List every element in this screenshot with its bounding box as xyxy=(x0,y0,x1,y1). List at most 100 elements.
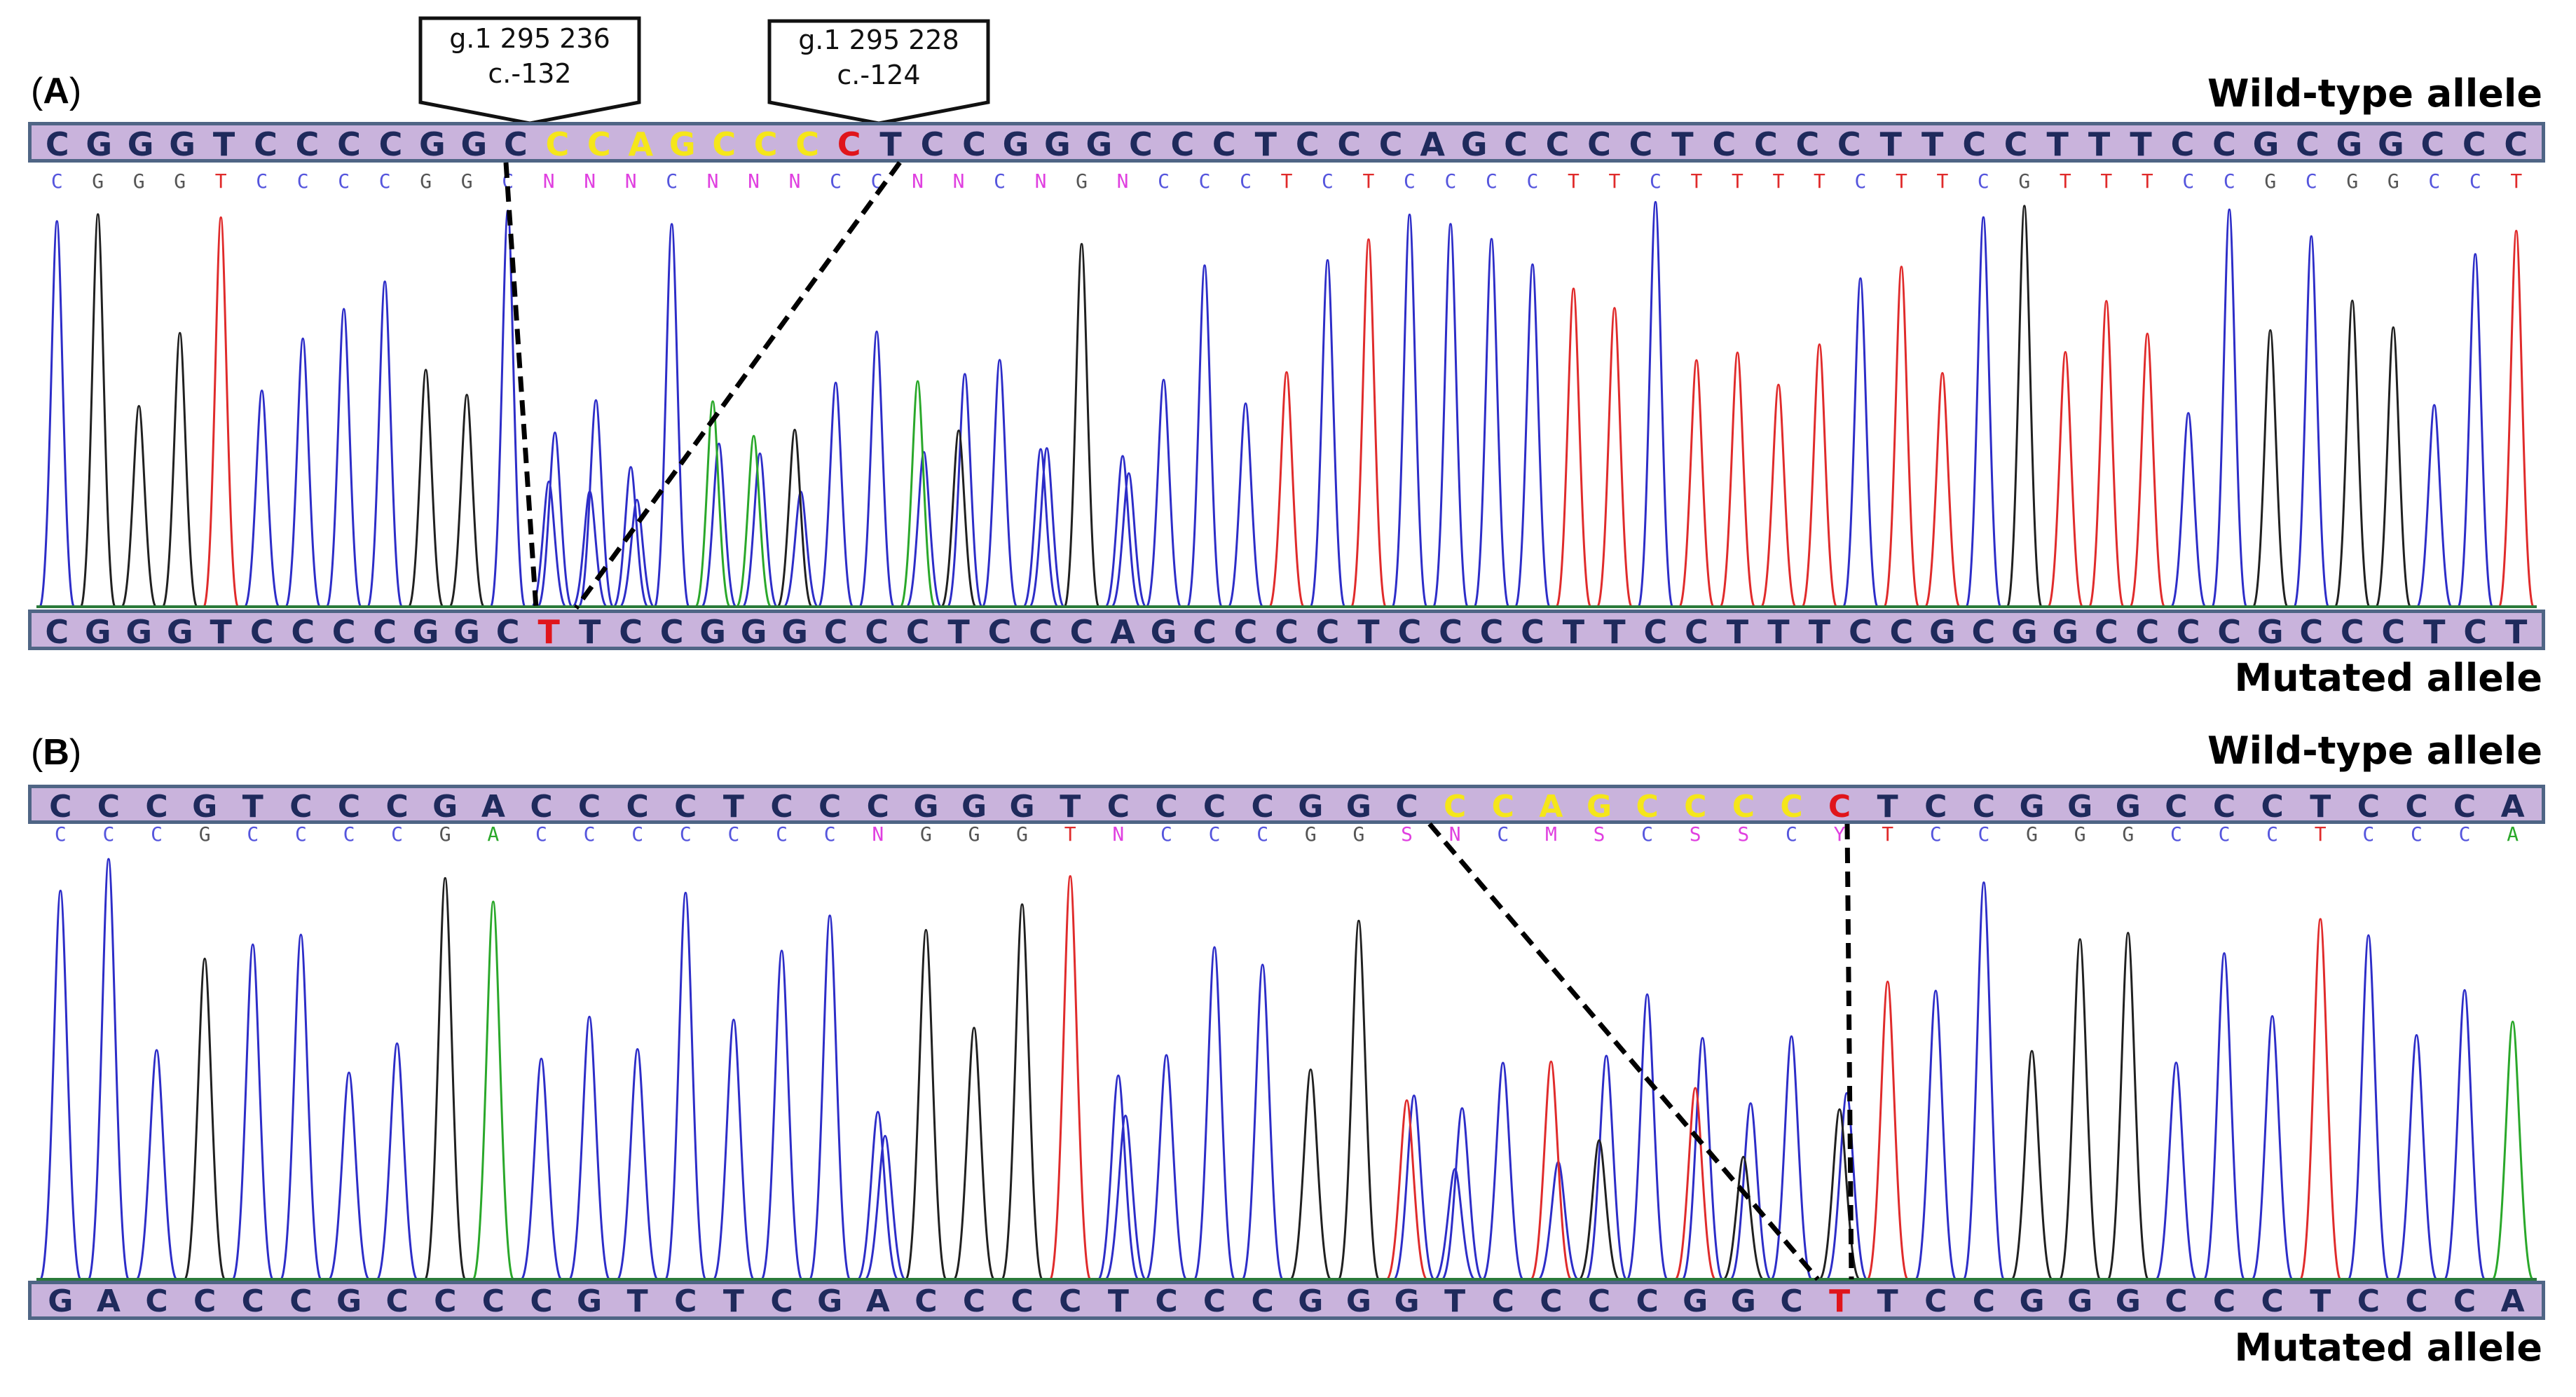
panel-a-mutated-base: T xyxy=(1727,613,1749,651)
panel-b-wildtype-base: G xyxy=(192,789,217,825)
panel-b-called-base: G xyxy=(2122,823,2134,846)
panel-a-called-base: T xyxy=(1814,170,1825,193)
panel-b-called-base: G xyxy=(1305,823,1317,846)
panel-a-mutated-label: Mutated allele xyxy=(2234,656,2542,700)
panel-b-label: (B) xyxy=(31,732,82,773)
panel-a-mutated-base: G xyxy=(2052,613,2078,651)
panel-b-called-base: N xyxy=(1112,823,1124,846)
panel-b-mutated-sequence-bar xyxy=(28,1281,2545,1320)
panel-a-mutated-base: C xyxy=(45,613,69,651)
panel-a-called-base: T xyxy=(1690,170,1702,193)
panel-b-mutated-base: C xyxy=(385,1284,408,1319)
panel-a-called-base: N xyxy=(543,170,555,193)
panel-a-called-base: G xyxy=(174,170,186,193)
panel-b-called-base: C xyxy=(391,823,403,846)
panel-a-called-base: T xyxy=(1281,170,1293,193)
panel-a-called-base: C xyxy=(1240,170,1252,193)
panel-b-wildtype-base: C xyxy=(385,789,408,825)
panel-a-wildtype-base: C xyxy=(1337,125,1361,163)
panel-b-called-base: C xyxy=(55,823,67,846)
panel-a-called-base: N xyxy=(584,170,596,193)
panel-b-called-base: S xyxy=(1594,823,1605,846)
panel-b-mutated-base: T xyxy=(723,1284,744,1319)
panel-a-wildtype-base: G xyxy=(2336,125,2363,163)
panel-b-called-base: Y xyxy=(1834,823,1846,846)
panel-b-wildtype-base: G xyxy=(1010,789,1035,825)
panel-a-mutated-base: C xyxy=(1644,613,1668,651)
panel-a-wildtype-base: G xyxy=(669,125,696,163)
panel-b-mutated-base: G xyxy=(817,1284,842,1319)
panel-a-wildtype-base: T xyxy=(1921,125,1944,163)
panel-b-wildtype-base: G xyxy=(432,789,458,825)
panel-b-mutated-base: T xyxy=(1108,1284,1129,1319)
panel-a-mutated-base: G xyxy=(781,613,808,651)
panel-b-called-base: C xyxy=(2362,823,2374,846)
panel-a-mutated-base: G xyxy=(413,613,439,651)
panel-a-wildtype-base: G xyxy=(461,125,488,163)
panel-b-called-base: G xyxy=(920,823,932,846)
panel-b-wildtype-base: C xyxy=(867,789,889,825)
panel-a-mutated-base: C xyxy=(1070,613,1094,651)
panel-b-mutated-base: T xyxy=(1829,1284,1850,1319)
panel-b-wildtype-base: C xyxy=(1924,789,1947,825)
panel-a-mutated-base: C xyxy=(824,613,848,651)
panel-a-called-base: C xyxy=(1527,170,1539,193)
panel-a-wildtype-base: C xyxy=(1212,125,1236,163)
panel-a-wildtype-base: G xyxy=(1003,125,1029,163)
panel-a-wildtype-base: T xyxy=(2130,125,2152,163)
panel-a-mutated-base: T xyxy=(537,613,560,651)
deletion-boundary-left-line-b xyxy=(1427,822,1820,1281)
panel-a-mutated-base: T xyxy=(1563,613,1585,651)
panel-b-wildtype-base: C xyxy=(530,789,552,825)
panel-b-wildtype-base: C xyxy=(1492,789,1514,825)
panel-a-called-base: G xyxy=(420,170,432,193)
panel-a-mutated-base: C xyxy=(2177,613,2200,651)
panel-a-wildtype-base: C xyxy=(754,125,778,163)
panel-a-mutated-base: C xyxy=(332,613,356,651)
panel-b-wildtype-base: G xyxy=(1298,789,1323,825)
panel-b-called-base: C xyxy=(535,823,547,846)
panel-b-mutated-base: A xyxy=(2501,1284,2525,1319)
callout-c124-text: g.1 295 228 c.-124 xyxy=(798,25,959,90)
panel-b-mutated-base: C xyxy=(1010,1284,1033,1319)
panel-b-mutated-base: C xyxy=(1540,1284,1562,1319)
panel-a-mutated-base: G xyxy=(125,613,152,651)
panel-a-label: (A) xyxy=(31,71,82,111)
panel-a-mutated-base: C xyxy=(1521,613,1544,651)
panel-b-mutated-base: C xyxy=(1780,1284,1802,1319)
panel-b-mutated-base: C xyxy=(2213,1284,2235,1319)
panel-a-called-base: G xyxy=(2387,170,2399,193)
panel-b-trace-C xyxy=(39,858,2486,1281)
panel-b-called-base: G xyxy=(199,823,211,846)
panel-a-mutated-base: T xyxy=(947,613,970,651)
panel-a-called-base: C xyxy=(994,170,1006,193)
panel-a-called-base: T xyxy=(215,170,227,193)
panel-a-mutated-base: C xyxy=(2381,613,2405,651)
panel-b-called-base: C xyxy=(2266,823,2278,846)
panel-b-called-base: C xyxy=(295,823,307,846)
panel-a-mutated-base: C xyxy=(988,613,1012,651)
panel-b-wildtype-base: G xyxy=(2067,789,2092,825)
panel-b-called-base: C xyxy=(2411,823,2423,846)
panel-b-mutated-base: C xyxy=(530,1284,552,1319)
panel-a-called-base: N xyxy=(953,170,965,193)
panel-b-trace-G xyxy=(183,876,2150,1281)
panel-b-wildtype-base: C xyxy=(2165,789,2187,825)
panel-a-called-base: G xyxy=(2264,170,2276,193)
panel-a-trace-A xyxy=(694,380,936,608)
panel-b-wildtype-base: C xyxy=(1252,789,1274,825)
panel-b-mutated-base: T xyxy=(2310,1284,2331,1319)
panel-a-called-base: N xyxy=(707,170,719,193)
panel-a-mutated-base: T xyxy=(210,613,233,651)
panel-b-called-base: G xyxy=(2074,823,2086,846)
panel-b-called-base: G xyxy=(968,823,980,846)
panel-a-wildtype-base: C xyxy=(962,125,986,163)
panel-a-wildtype-base: G xyxy=(169,125,196,163)
panel-a-wildtype-base: C xyxy=(2420,125,2444,163)
panel-b-wildtype-base: C xyxy=(1780,789,1802,825)
panel-b-wildtype-base: C xyxy=(1684,789,1706,825)
panel-a-mutated-base: T xyxy=(1809,613,1831,651)
panel-b-called-base: G xyxy=(1352,823,1364,846)
panel-b-wildtype-base: C xyxy=(1203,789,1226,825)
panel-b-called-base: M xyxy=(1545,823,1557,846)
